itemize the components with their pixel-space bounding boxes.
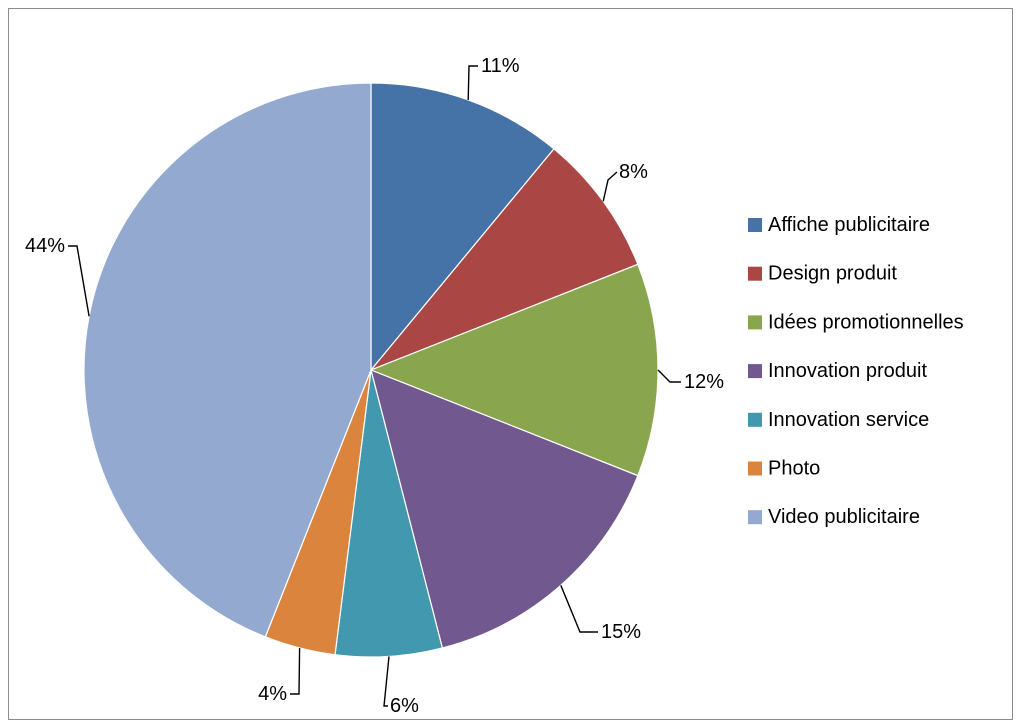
legend: Affiche publicitaire Design produit Idées … bbox=[748, 214, 964, 528]
leader-line-design-produit bbox=[602, 171, 618, 202]
leader-lines bbox=[68, 65, 681, 707]
legend-swatch-affiche-publicitaire bbox=[748, 218, 762, 232]
data-label-innovation-produit: 15% bbox=[601, 621, 641, 643]
pie-slice-innovation-produit bbox=[370, 369, 639, 649]
leader-line-idees-promotionnelles bbox=[657, 369, 681, 383]
legend-label-innovation-service: Innovation service bbox=[768, 409, 929, 431]
legend-swatch-idees-promotionnelles bbox=[748, 315, 762, 330]
legend-swatch-innovation-service bbox=[748, 412, 762, 427]
legend-swatch-video-publicitaire bbox=[748, 510, 762, 525]
pie-slices bbox=[83, 82, 659, 658]
legend-label-photo: Photo bbox=[768, 458, 820, 480]
data-label-video-publicitaire: 44% bbox=[25, 235, 65, 257]
legend-item-photo: Photo bbox=[748, 458, 820, 480]
legend-item-video-publicitaire: Video publicitaire bbox=[748, 506, 920, 528]
data-label-idees-promotionnelles: 12% bbox=[684, 371, 724, 393]
legend-swatch-design-produit bbox=[748, 266, 762, 281]
leader-line-innovation-service bbox=[383, 656, 390, 707]
legend-label-video-publicitaire: Video publicitaire bbox=[768, 506, 920, 528]
data-label-affiche-publicitaire: 11% bbox=[481, 55, 520, 77]
legend-label-idees-promotionnelles: Idées promotionnelles bbox=[768, 311, 964, 333]
legend-item-innovation-service: Innovation service bbox=[748, 409, 929, 431]
legend-swatch-photo bbox=[748, 461, 762, 476]
leader-line-photo bbox=[290, 647, 301, 695]
leader-line-innovation-produit bbox=[560, 585, 598, 633]
data-labels: 11% 8% 12% 15% 6% 4% 44% bbox=[25, 55, 724, 717]
pie-slice-design-produit bbox=[370, 148, 639, 371]
leader-line-affiche-publicitaire bbox=[467, 65, 478, 101]
pie-slice-affiche-publicitaire bbox=[370, 82, 555, 372]
legend-item-affiche-publicitaire: Affiche publicitaire bbox=[748, 214, 930, 236]
pie-slice-video-publicitaire bbox=[83, 82, 372, 638]
legend-label-innovation-produit: Innovation produit bbox=[768, 360, 927, 382]
legend-label-affiche-publicitaire: Affiche publicitaire bbox=[768, 214, 930, 236]
legend-item-innovation-produit: Innovation produit bbox=[748, 360, 927, 382]
data-label-photo: 4% bbox=[258, 683, 287, 705]
data-label-design-produit: 8% bbox=[619, 161, 648, 183]
legend-item-design-produit: Design produit bbox=[748, 263, 897, 285]
legend-swatch-innovation-produit bbox=[748, 364, 762, 379]
data-label-innovation-service: 6% bbox=[390, 695, 419, 717]
leader-line-video-publicitaire bbox=[68, 245, 90, 317]
legend-label-design-produit: Design produit bbox=[768, 263, 897, 285]
legend-item-idees-promotionnelles: Idées promotionnelles bbox=[748, 311, 964, 333]
